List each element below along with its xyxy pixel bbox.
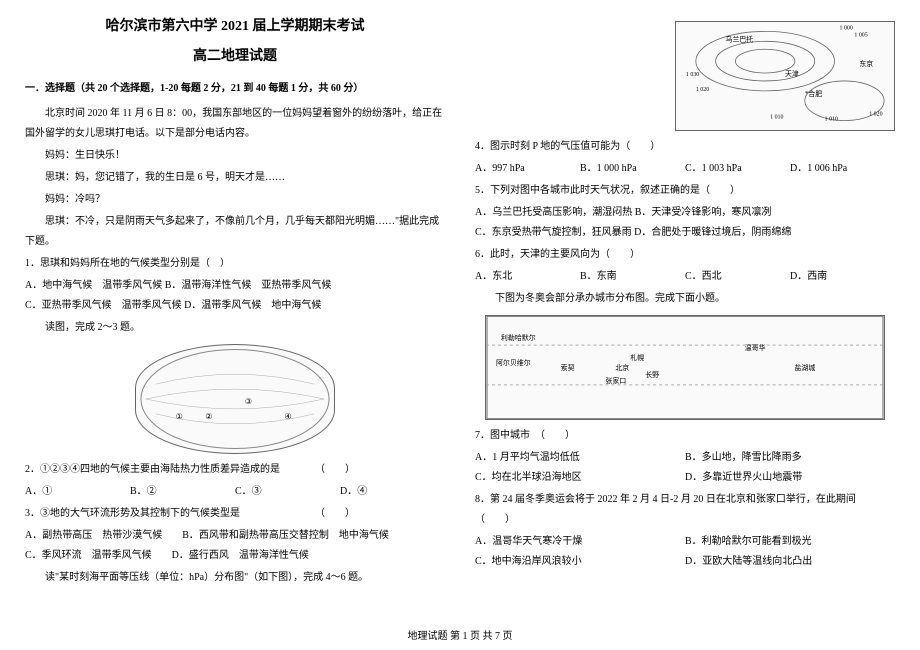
q5-d: D．合肥处于暖锋过境后，阴雨绵绵	[634, 227, 791, 238]
olympics-map-figure: 利勒哈默尔 阿尔贝维尔 索契 北京 张家口 札幌 长野 温哥华 盐湖城	[485, 315, 885, 420]
svg-text:乌兰巴托: 乌兰巴托	[726, 34, 754, 43]
context-paragraph: 北京时间 2020 年 11 月 6 日 8：00，我国东部地区的一位妈妈望着窗…	[25, 104, 445, 144]
svg-text:长野: 长野	[645, 370, 659, 379]
q8-b: B．利勒哈默尔可能看到极光	[685, 532, 895, 552]
olympics-svg: 利勒哈默尔 阿尔贝维尔 索契 北京 张家口 札幌 长野 温哥华 盐湖城	[486, 315, 884, 420]
svg-text:1 020: 1 020	[869, 112, 882, 118]
q2-d: D．④	[340, 482, 445, 502]
q2-stem: 2．①②③④四地的气候主要由海陆热力性质差异造成的是 （ ）	[25, 460, 445, 480]
q2-options: A．① B．② C．③ D．④	[25, 482, 445, 502]
svg-text:札幌: 札幌	[630, 353, 644, 362]
right-column: 乌兰巴托 天津 东京 *合肥 1 030 1 020 1 010 1 010 1…	[475, 15, 895, 615]
q6-b: B．东南	[580, 267, 685, 287]
isobar-svg: 乌兰巴托 天津 东京 *合肥 1 030 1 020 1 010 1 010 1…	[676, 21, 894, 131]
q3-options: A．副热带高压 热带沙漠气候 B．西风带和副热带高压交替控制 地中海气候 C．季…	[25, 526, 445, 566]
svg-text:温哥华: 温哥华	[745, 343, 766, 352]
figure-1-box: ① ② ③ ④	[25, 344, 445, 454]
svg-text:③: ③	[245, 397, 252, 406]
q7-b: B．多山地，降雪比降雨多	[685, 448, 895, 468]
svg-text:盐湖城: 盐湖城	[794, 363, 815, 372]
q8-d: D．亚欧大陆等温线向北凸出	[685, 552, 895, 572]
q5-b: B．天津受冷锋影响，寒风凛冽	[635, 207, 772, 218]
svg-text:*合肥: *合肥	[805, 89, 822, 98]
q6-d: D．西南	[790, 267, 895, 287]
q8-stem: 8．第 24 届冬季奥运会将于 2022 年 2 月 4 日-2 月 20 日在…	[475, 490, 895, 530]
dialog-line-4: 思琪：不冷，只是阴雨天气多起来了，不像前几个月，几乎每天都阳光明媚……"据此完成…	[25, 212, 445, 252]
svg-text:利勒哈默尔: 利勒哈默尔	[501, 333, 536, 342]
svg-text:②: ②	[205, 412, 212, 421]
q3-b: B．西风带和副热带高压交替控制 地中海气候	[182, 530, 389, 541]
svg-text:1 030: 1 030	[686, 72, 699, 78]
svg-text:1 010: 1 010	[825, 117, 838, 123]
section-header: 一．选择题（共 20 个选择题，1-20 每题 2 分，21 到 40 每题 1…	[25, 79, 445, 94]
q6-options: A．东北 B．东南 C．西北 D．西南	[475, 267, 895, 287]
q1-c: C．亚热带季风气候 温带季风气候	[25, 300, 182, 311]
title-main: 哈尔滨市第六中学 2021 届上学期期末考试	[25, 15, 445, 35]
q3-stem: 3．③地的大气环流形势及其控制下的气候类型是 （ ）	[25, 504, 445, 524]
svg-text:阿尔贝维尔: 阿尔贝维尔	[496, 358, 531, 367]
q8-options: A．温哥华天气寒冷干燥 B．利勒哈默尔可能看到极光 C．地中海沿岸风浪较小 D．…	[475, 532, 895, 572]
svg-text:索契: 索契	[561, 363, 575, 372]
dialog-line-1: 妈妈：生日快乐！	[25, 146, 445, 166]
q2-c: C．③	[235, 482, 340, 502]
dialog-line-2: 思琪：妈，您记错了，我的生日是 6 号，明天才是……	[25, 168, 445, 188]
page-footer: 地理试题 第 1 页 共 7 页	[0, 627, 920, 642]
svg-text:①: ①	[176, 412, 183, 421]
svg-text:张家口: 张家口	[605, 376, 626, 385]
q7-lead: 下图为冬奥会部分承办城市分布图。完成下面小题。	[475, 289, 895, 309]
world-map-figure: ① ② ③ ④	[135, 344, 335, 454]
q7-a: A．1 月平均气温均低低	[475, 448, 685, 468]
svg-text:1 010: 1 010	[770, 115, 783, 121]
svg-text:1 020: 1 020	[696, 87, 709, 93]
q1-a: A．地中海气候 温带季风气候	[25, 280, 162, 291]
q1-d: D．温带季风气候 地中海气候	[184, 300, 321, 311]
q7-options: A．1 月平均气温均低低 B．多山地，降雪比降雨多 C．均在北半球沿海地区 D．…	[475, 448, 895, 488]
svg-text:北京: 北京	[615, 363, 629, 372]
svg-text:天津: 天津	[785, 70, 799, 78]
q4-d: D．1 006 hPa	[790, 159, 895, 179]
q2-a: A．①	[25, 482, 130, 502]
q8-c: C．地中海沿岸风浪较小	[475, 552, 685, 572]
svg-text:东京: 东京	[859, 59, 873, 68]
title-sub: 高二地理试题	[25, 45, 445, 65]
isobar-map-figure: 乌兰巴托 天津 东京 *合肥 1 030 1 020 1 010 1 010 1…	[675, 21, 895, 131]
q6-c: C．西北	[685, 267, 790, 287]
q3-c: C．季风环流 温带季风气候	[25, 550, 152, 561]
dialog-line-3: 妈妈：冷吗？	[25, 190, 445, 210]
q2-lead: 读图，完成 2～3 题。	[25, 318, 445, 338]
figure-2-box: 乌兰巴托 天津 东京 *合肥 1 030 1 020 1 010 1 010 1…	[475, 21, 895, 131]
q4-lead: 读"某时刻海平面等压线（单位：hPa）分布图"（如下图），完成 4～6 题。	[25, 568, 445, 588]
q7-c: C．均在北半球沿海地区	[475, 468, 685, 488]
svg-text:1 000: 1 000	[840, 25, 853, 31]
q3-a: A．副热带高压 热带沙漠气候	[25, 530, 162, 541]
svg-text:1 005: 1 005	[854, 32, 867, 38]
q2-b: B．②	[130, 482, 235, 502]
svg-text:④: ④	[285, 412, 292, 421]
world-map-svg: ① ② ③ ④	[136, 344, 334, 454]
page-container: 哈尔滨市第六中学 2021 届上学期期末考试 高二地理试题 一．选择题（共 20…	[25, 15, 895, 615]
q4-c: C．1 003 hPa	[685, 159, 790, 179]
q7-d: D．多靠近世界火山地震带	[685, 468, 895, 488]
q1-options: A．地中海气候 温带季风气候 B．温带海洋性气候 亚热带季风气候 C．亚热带季风…	[25, 276, 445, 316]
q4-a: A．997 hPa	[475, 159, 580, 179]
q8-a: A．温哥华天气寒冷干燥	[475, 532, 685, 552]
q4-b: B．1 000 hPa	[580, 159, 685, 179]
q3-d: D．盛行西风 温带海洋性气候	[172, 550, 309, 561]
q5-options: A．乌兰巴托受高压影响，潮湿闷热 B．天津受冷锋影响，寒风凛冽 C．东京受热带气…	[475, 203, 895, 243]
q5-a: A．乌兰巴托受高压影响，潮湿闷热	[475, 207, 632, 218]
q1-b: B．温带海洋性气候 亚热带季风气候	[165, 280, 332, 291]
q4-stem: 4．图示时刻 P 地的气压值可能为（ ）	[475, 137, 895, 157]
q5-stem: 5．下列对图中各城市此时天气状况，叙述正确的是（ ）	[475, 181, 895, 201]
q6-a: A．东北	[475, 267, 580, 287]
q5-c: C．东京受热带气旋控制，狂风暴雨	[475, 227, 632, 238]
q6-stem: 6．此时，天津的主要风向为（ ）	[475, 245, 895, 265]
q4-options: A．997 hPa B．1 000 hPa C．1 003 hPa D．1 00…	[475, 159, 895, 179]
left-column: 哈尔滨市第六中学 2021 届上学期期末考试 高二地理试题 一．选择题（共 20…	[25, 15, 445, 615]
q7-stem: 7．图中城市 （ ）	[475, 426, 895, 446]
figure-3-box: 利勒哈默尔 阿尔贝维尔 索契 北京 张家口 札幌 长野 温哥华 盐湖城	[475, 315, 895, 420]
q1-stem: 1．思琪和妈妈所在地的气候类型分别是（ ）	[25, 254, 445, 274]
